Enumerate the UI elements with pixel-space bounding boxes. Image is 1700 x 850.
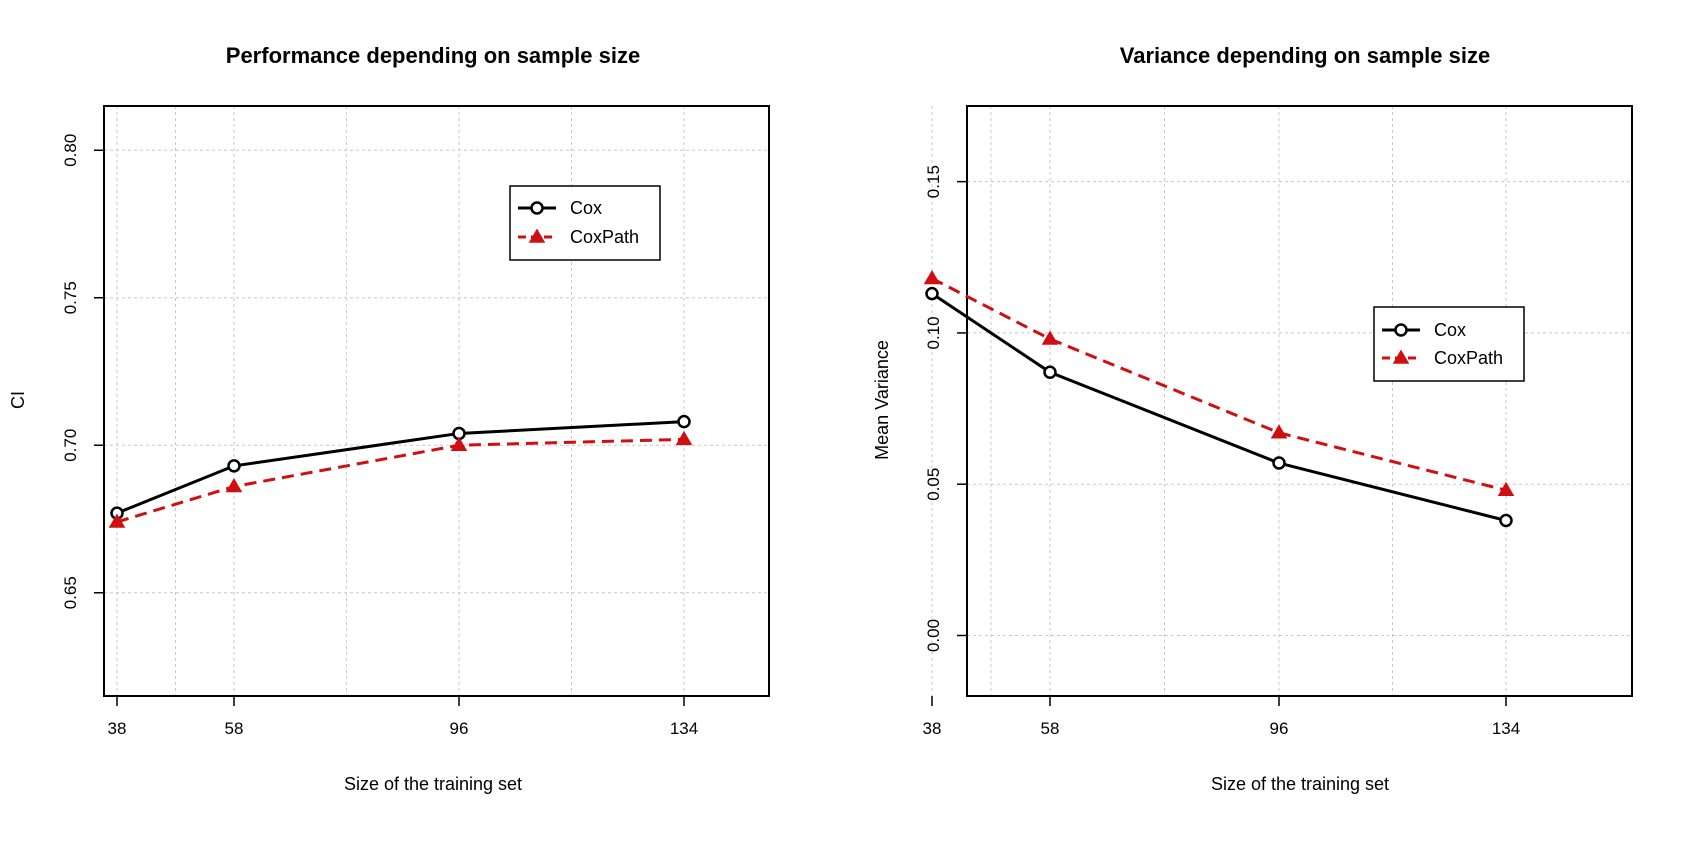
data-point-coxpath bbox=[1270, 424, 1288, 439]
data-point-coxpath bbox=[450, 436, 468, 451]
series-line-cox bbox=[931, 292, 1507, 522]
grid bbox=[931, 106, 1632, 696]
legend-box bbox=[509, 185, 661, 261]
x-axis-label: Size of the training set bbox=[344, 774, 522, 794]
x-tick-label: 96 bbox=[450, 719, 469, 738]
series-line-coxpath bbox=[931, 277, 1507, 492]
data-point-cox bbox=[1272, 456, 1286, 470]
chart-title: Variance depending on sample size bbox=[1120, 43, 1490, 68]
legend-label-cox: Cox bbox=[1434, 320, 1466, 340]
legend-label-coxpath: CoxPath bbox=[570, 227, 639, 247]
legend-marker-cox bbox=[1394, 323, 1408, 337]
y-tick-label: 0.70 bbox=[61, 429, 80, 462]
variance-chart: Variance depending on sample size Size o… bbox=[872, 43, 1633, 794]
y-tick-label: 0.10 bbox=[924, 316, 943, 349]
data-point-coxpath bbox=[1041, 330, 1059, 345]
legend-marker-cox bbox=[530, 201, 544, 215]
data-point-coxpath bbox=[108, 513, 126, 528]
legend-box bbox=[1373, 306, 1525, 382]
axis-ticks: 38 58 96 134 0.00 0.05 0.10 0.15 bbox=[923, 165, 1521, 738]
series bbox=[923, 269, 1515, 528]
data-point-coxpath bbox=[923, 269, 941, 285]
y-axis-label: Mean Variance bbox=[872, 340, 892, 460]
data-point-cox bbox=[677, 414, 691, 429]
legend: Cox CoxPath bbox=[509, 185, 661, 261]
y-tick-label: 0.05 bbox=[924, 468, 943, 501]
chart-title: Performance depending on sample size bbox=[226, 43, 640, 68]
series bbox=[108, 414, 693, 528]
x-tick-label: 58 bbox=[225, 719, 244, 738]
y-tick-label: 0.15 bbox=[924, 165, 943, 198]
data-point-coxpath bbox=[225, 478, 243, 493]
x-tick-label: 38 bbox=[108, 719, 127, 738]
performance-chart: Performance depending on sample size Siz… bbox=[8, 43, 770, 794]
x-tick-label: 134 bbox=[1492, 719, 1520, 738]
data-point-cox bbox=[1499, 513, 1513, 528]
y-tick-label: 0.00 bbox=[924, 619, 943, 652]
y-tick-label: 0.65 bbox=[61, 576, 80, 609]
legend-label-coxpath: CoxPath bbox=[1434, 348, 1503, 368]
grid bbox=[104, 106, 769, 696]
x-axis-label: Size of the training set bbox=[1211, 774, 1389, 794]
data-point-cox bbox=[227, 459, 241, 473]
x-tick-label: 96 bbox=[1270, 719, 1289, 738]
legend: Cox CoxPath bbox=[1373, 306, 1525, 382]
y-axis-label: CI bbox=[8, 391, 28, 409]
x-tick-label: 134 bbox=[670, 719, 698, 738]
x-tick-label: 58 bbox=[1041, 719, 1060, 738]
series-line-cox bbox=[116, 420, 685, 515]
y-tick-label: 0.80 bbox=[61, 134, 80, 167]
data-point-cox bbox=[1043, 365, 1057, 380]
legend-label-cox: Cox bbox=[570, 198, 602, 218]
data-point-coxpath bbox=[1497, 481, 1515, 497]
plot-frame bbox=[103, 105, 770, 697]
x-tick-label: 38 bbox=[923, 719, 942, 738]
plot-frame bbox=[966, 105, 1633, 697]
data-point-cox bbox=[925, 286, 939, 301]
legend-marker-coxpath bbox=[528, 228, 546, 243]
legend-marker-coxpath bbox=[1392, 349, 1410, 364]
data-point-coxpath bbox=[675, 430, 693, 446]
series-line-coxpath bbox=[116, 437, 685, 524]
axis-ticks: 38 58 96 134 0.65 0.70 0.75 0.80 bbox=[61, 134, 698, 738]
y-tick-label: 0.75 bbox=[61, 281, 80, 314]
